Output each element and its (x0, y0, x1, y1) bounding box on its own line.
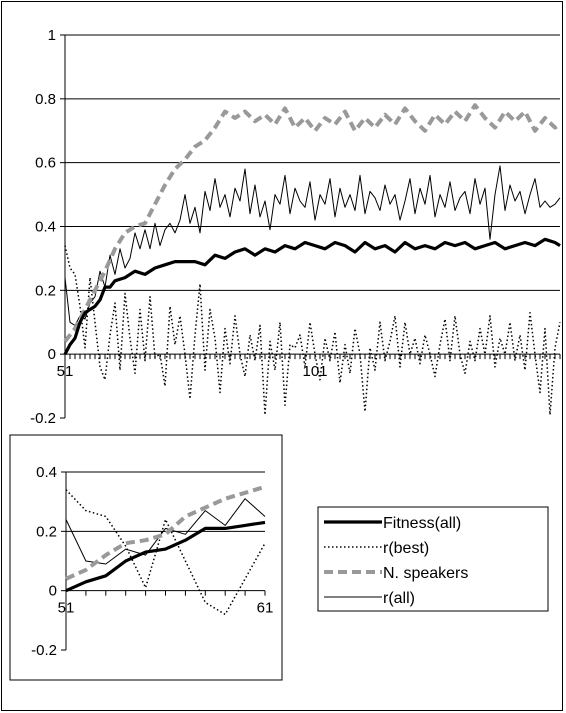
legend-label-fitness-all: Fitness(all) (383, 515, 461, 532)
legend-box (317, 506, 549, 612)
legend: Fitness(all) r(best) N. speakers r(all) (317, 506, 549, 612)
inset-y-tick-label: 0.2 (36, 523, 57, 540)
legend-label-r-all: r(all) (383, 590, 415, 607)
inset-chart: 0.4 0.2 0 -0.2 51 61 (31, 464, 273, 659)
inset-series-fitness-all (65, 520, 266, 593)
main-series-r-best (64, 245, 561, 416)
main-x-tick-label: 51 (57, 363, 74, 380)
inset-frame (9, 434, 283, 681)
inset-x-tick-label: 51 (58, 600, 75, 617)
legend-label-r-best: r(best) (383, 540, 429, 557)
main-y-tick-label: 0.2 (35, 282, 56, 299)
inset-series-n-speakers (65, 484, 266, 581)
main-y-tick-label: -0.2 (30, 410, 56, 427)
main-y-tick-label: 0 (48, 346, 56, 363)
main-series-n-speakers (63, 103, 562, 343)
inset-series-r-all (65, 498, 266, 565)
main-x-tick-label: 101 (302, 363, 327, 380)
main-y-tick-label: 0.6 (35, 155, 56, 172)
legend-label-n-speakers: N. speakers (383, 565, 468, 582)
main-series-r-all (64, 165, 561, 326)
main-y-tick-label: 0.4 (35, 219, 56, 236)
main-chart: 1 0.8 0.6 0.4 0.2 0 -0.2 51 101 (30, 27, 562, 427)
inset-y-tick-label: 0 (49, 583, 57, 600)
inset-y-tick-label: -0.2 (31, 642, 57, 659)
inset-y-tick-label: 0.4 (36, 464, 57, 481)
main-series-fitness-all (63, 237, 561, 355)
main-y-tick-label: 1 (48, 27, 56, 44)
main-y-tick-label: 0.8 (35, 91, 56, 108)
inset-x-tick-label: 61 (257, 600, 274, 617)
